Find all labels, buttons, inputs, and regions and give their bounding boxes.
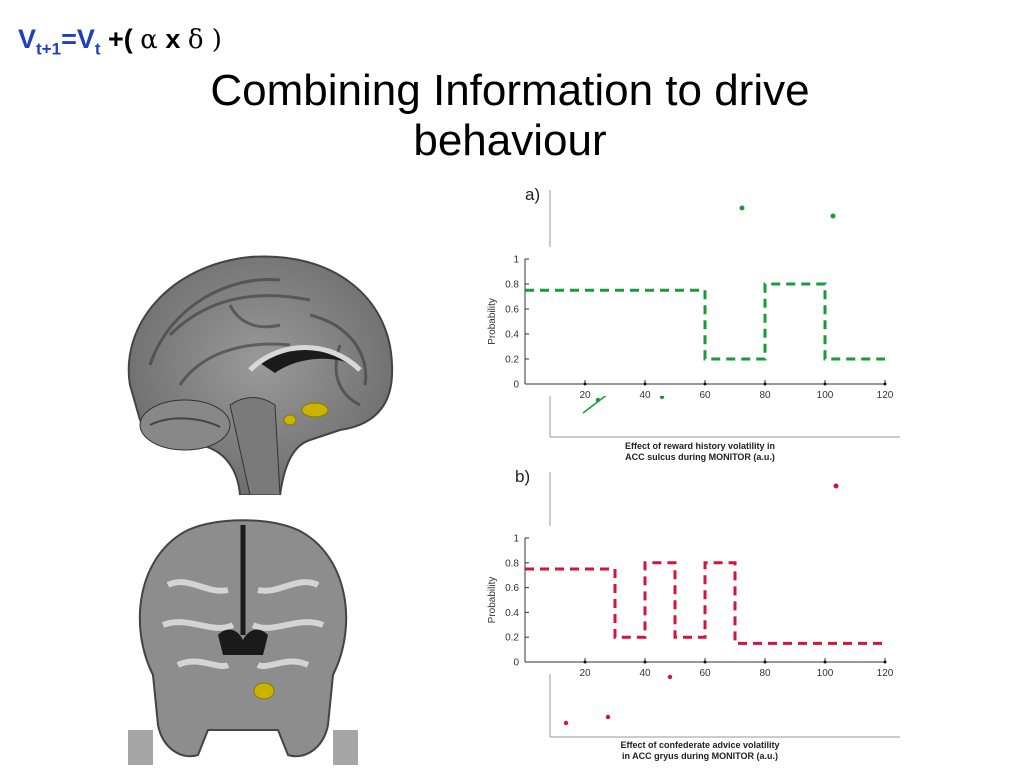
y-tick-label: 0.6: [505, 305, 519, 316]
scatter-point-b: [563, 720, 569, 726]
formula-delta: δ: [187, 25, 204, 55]
x-tick-label: 60: [699, 390, 711, 401]
panel-b-caption-line1: Effect of confederate advice volatility: [620, 740, 780, 750]
x-tick-label: 120: [877, 390, 894, 401]
x-tick-dot: [883, 660, 887, 664]
x-tick-label: 120: [877, 668, 894, 679]
y-tick-label: 1: [513, 534, 519, 545]
x-tick-dot: [823, 660, 827, 664]
y-tick-label: 0.8: [505, 280, 519, 291]
y-axis-label: Probability: [487, 577, 498, 624]
formula-times: x: [157, 24, 188, 54]
x-tick-label: 60: [699, 668, 711, 679]
formula-alpha: α: [140, 25, 158, 55]
formula-v-current: Vt: [76, 24, 101, 59]
sagittal-brain-image: [127, 255, 394, 495]
panel-b-label: b): [515, 467, 531, 486]
x-tick-label: 40: [639, 668, 651, 679]
y-tick-label: 0.8: [505, 558, 519, 569]
plot-background: [480, 526, 900, 674]
x-tick-dot: [823, 382, 827, 386]
y-tick-label: 0: [513, 380, 519, 391]
y-axis-label: Probability: [487, 298, 498, 345]
y-tick-label: 0.4: [505, 608, 519, 619]
formula-v-next: Vt+1: [18, 24, 62, 59]
y-tick-label: 0: [513, 658, 519, 669]
formula-equals: =: [61, 24, 77, 54]
probability-series-line-a: [525, 282, 885, 361]
probability-series-line-b: [525, 561, 885, 645]
panel-a-caption: Effect of reward history volatility in A…: [550, 441, 850, 463]
scatter-point-a: [739, 205, 745, 211]
panel-b-caption: Effect of confederate advice volatility …: [550, 740, 850, 762]
scatter-point-b: [833, 483, 839, 489]
y-tick-label: 0.2: [505, 633, 519, 644]
x-tick-dot: [883, 382, 887, 386]
x-tick-dot: [583, 660, 587, 664]
x-tick-label: 80: [759, 390, 771, 401]
learning-rule-formula: Vt+1=Vt +( α x δ ): [18, 24, 222, 59]
y-tick-label: 0.4: [505, 330, 519, 341]
x-tick-dot: [763, 382, 767, 386]
scatter-point-b: [667, 674, 673, 680]
panel-a-label: a): [525, 185, 541, 204]
x-tick-dot: [583, 382, 587, 386]
scatter-point-a: [830, 213, 836, 219]
x-tick-label: 20: [579, 668, 591, 679]
y-tick-label: 0.2: [505, 355, 519, 366]
x-tick-label: 100: [817, 668, 834, 679]
panel-a-caption-line1: Effect of reward history volatility in: [624, 441, 776, 451]
plot-background: [480, 247, 900, 396]
probability-figure: a) b) 0 0.2 0.4 0.6 0.8 1 20 40 60 80 100 120 Probab…: [480, 175, 920, 765]
formula-close: ): [203, 25, 222, 55]
scatter-point-b: [605, 714, 611, 720]
x-tick-dot: [643, 660, 647, 664]
slide-title: Combining Information to drive behaviour: [210, 66, 810, 165]
x-tick-dot: [703, 382, 707, 386]
y-tick-label: 1: [513, 255, 519, 266]
x-tick-dot: [703, 660, 707, 664]
coronal-brain-image: [128, 519, 358, 765]
x-tick-label: 40: [639, 390, 651, 401]
formula-plus: +(: [100, 24, 141, 54]
panel-a-caption-line2: ACC sulcus during MONITOR (a.u.): [625, 452, 775, 462]
x-tick-dot: [763, 660, 767, 664]
x-tick-label: 80: [759, 668, 771, 679]
x-tick-label: 20: [579, 390, 591, 401]
panel-b-caption-line2: in ACC gryus during MONITOR (a.u.): [622, 751, 778, 761]
x-tick-dot: [643, 382, 647, 386]
x-tick-label: 100: [817, 390, 834, 401]
y-tick-label: 0.6: [505, 583, 519, 594]
